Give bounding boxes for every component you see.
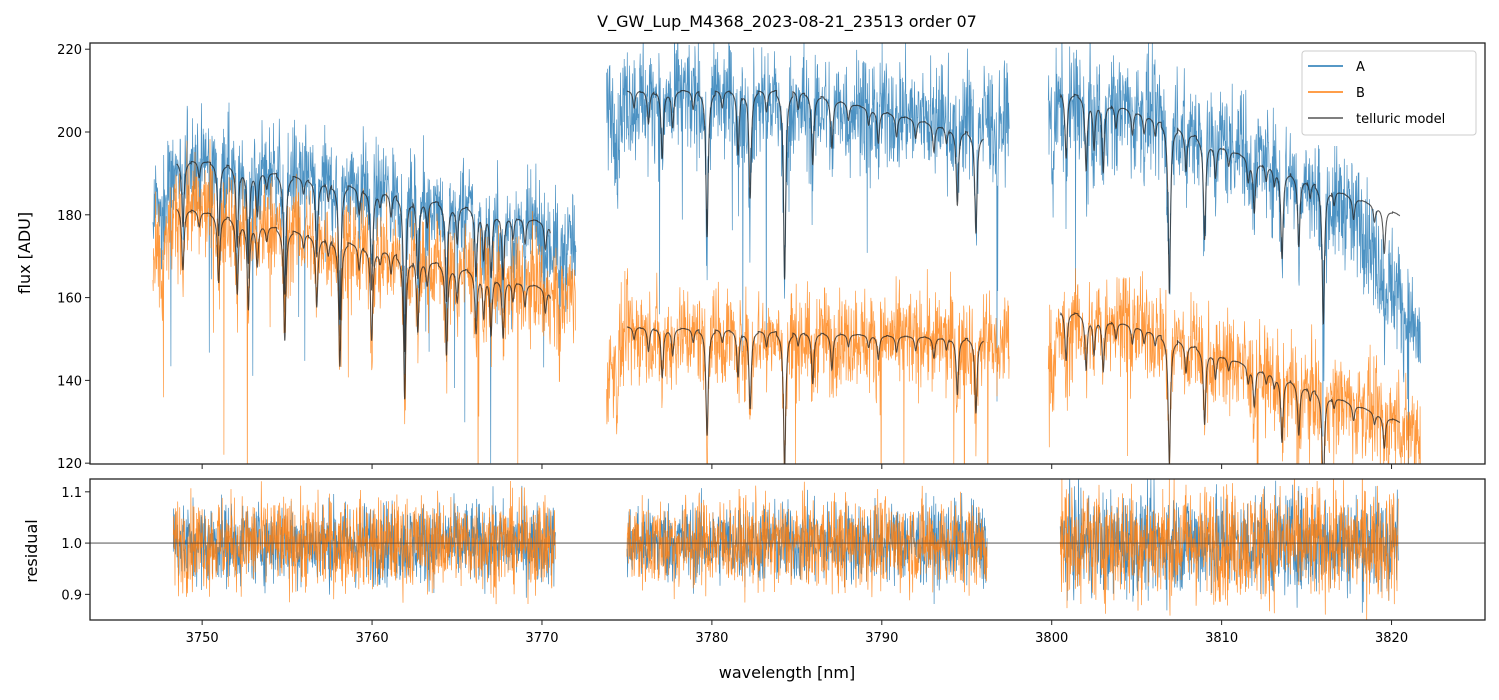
spectrum-b-line-seg3	[1047, 268, 1421, 464]
residual-y-label: residual	[22, 519, 41, 582]
legend-label-b: B	[1356, 86, 1365, 101]
spectrum-a-line-seg3	[1047, 43, 1421, 464]
telluric-model-line-seg3	[1059, 93, 1401, 325]
spectrum-b-line-seg1	[152, 139, 577, 464]
residual-y-tick-label: 1.0	[61, 537, 82, 552]
flux-axes-frame	[89, 42, 1486, 465]
flux-y-tick-label: 220	[57, 43, 82, 58]
telluric-model-line-seg1	[176, 209, 551, 400]
flux-y-tick-label: 180	[57, 209, 82, 224]
flux-y-label: flux [ADU]	[15, 212, 34, 294]
flux-plot-area	[152, 43, 1421, 464]
flux-y-tick-label: 160	[57, 292, 82, 307]
flux-y-tick-label: 140	[57, 374, 82, 389]
x-tick-label: 3800	[1035, 631, 1068, 646]
residual-y-tick-label: 0.9	[61, 588, 82, 603]
telluric-model-line-seg2	[626, 326, 984, 464]
residual-b-line-seg1	[172, 480, 556, 605]
x-tick-label: 3820	[1375, 631, 1408, 646]
x-tick-label: 3750	[186, 631, 219, 646]
telluric-model-line-seg1	[176, 160, 551, 353]
x-tick-label: 3810	[1205, 631, 1238, 646]
x-tick-label: 3760	[356, 631, 389, 646]
residual-b-line-seg3	[1059, 479, 1399, 620]
telluric-model-line-seg3	[1059, 312, 1401, 464]
x-tick-label: 3770	[525, 631, 558, 646]
legend-label-a: A	[1356, 60, 1365, 75]
residual-axes-frame	[89, 478, 1486, 621]
chart-title: V_GW_Lup_M4368_2023-08-21_23513 order 07	[597, 12, 977, 32]
x-tick-label: 3790	[865, 631, 898, 646]
flux-y-tick-label: 200	[57, 126, 82, 141]
x-axis-label: wavelength [nm]	[719, 663, 856, 682]
residual-y-tick-label: 1.1	[61, 486, 82, 501]
telluric-model-line-seg2	[626, 90, 984, 280]
legend-label-telluric: telluric model	[1356, 112, 1445, 127]
residual-b-line-seg2	[626, 481, 988, 603]
legend: A B telluric model	[1301, 50, 1477, 136]
flux-y-tick-label: 120	[57, 457, 82, 472]
residual-plot-area	[90, 479, 1485, 620]
x-tick-label: 3780	[695, 631, 728, 646]
